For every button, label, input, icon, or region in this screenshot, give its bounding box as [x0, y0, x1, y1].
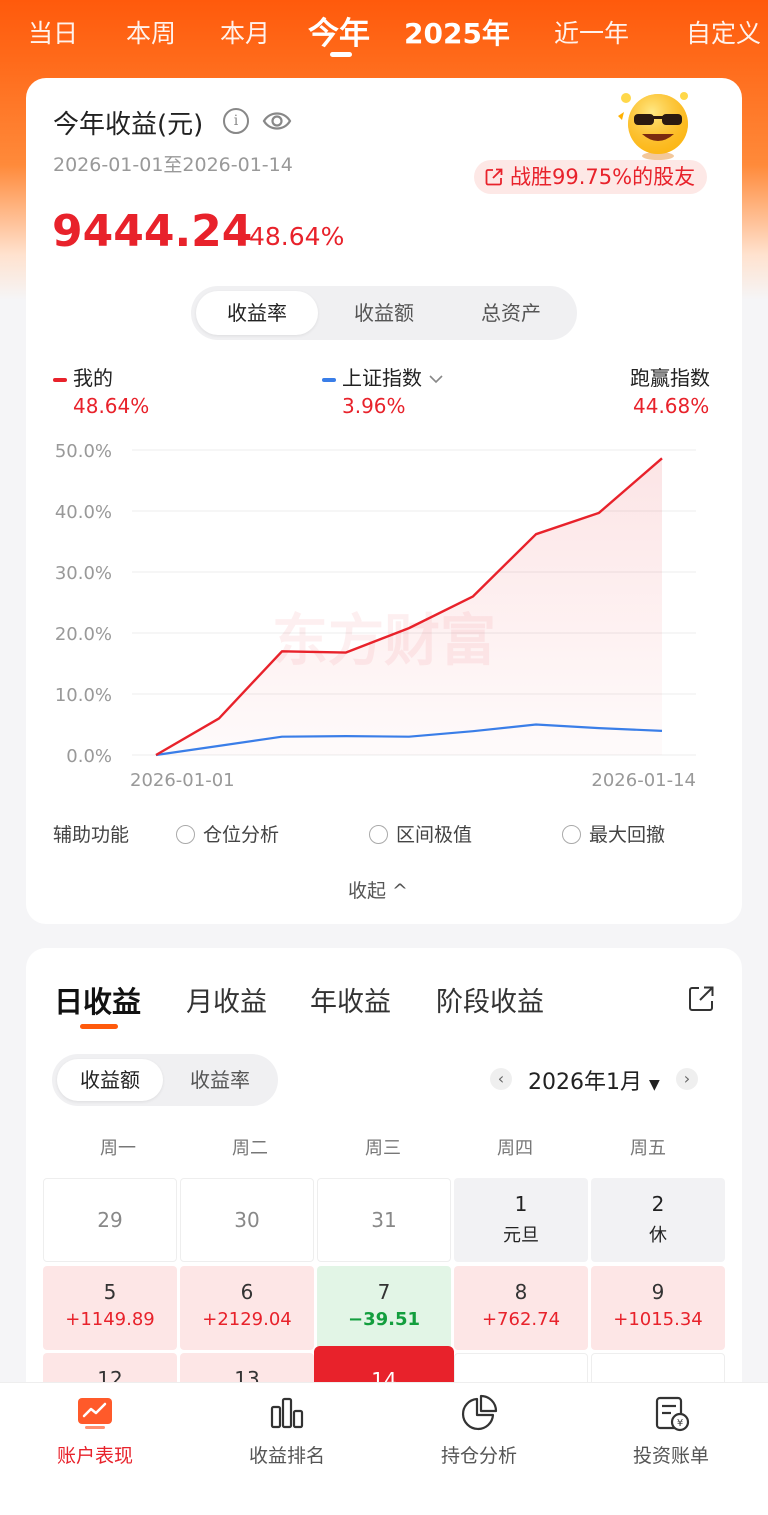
tab-custom[interactable]: 自定义: [686, 19, 762, 48]
pie-chart-icon: [461, 1394, 498, 1431]
weekday-thu: 周四: [497, 1138, 533, 1159]
nav-investment-bill[interactable]: ¥ 投资账单: [596, 1393, 746, 1468]
x-tick-label: 2026-01-01: [130, 770, 235, 791]
legend-index-value: 3.96%: [342, 394, 406, 418]
next-month-button[interactable]: ›: [676, 1068, 698, 1090]
chevron-down-icon: [429, 375, 443, 384]
nav-account-performance[interactable]: 账户表现: [20, 1393, 170, 1468]
weekday-fri: 周五: [630, 1138, 666, 1159]
month-select[interactable]: 2026年1月 ▼: [528, 1070, 660, 1095]
tab-this-year[interactable]: 今年: [308, 16, 370, 52]
summary-card: 今年收益(元) i 2026-01-01至2026-01-14 战胜99.75%…: [26, 78, 742, 924]
tab-2025[interactable]: 2025年: [404, 17, 510, 50]
tab-this-week[interactable]: 本周: [126, 19, 177, 48]
calendar-day[interactable]: 9 +1015.34: [591, 1266, 725, 1350]
prev-month-button[interactable]: ‹: [490, 1068, 512, 1090]
share-out-icon: [485, 168, 503, 186]
weekday-mon: 周一: [100, 1138, 136, 1159]
mode-total-assets[interactable]: 总资产: [481, 301, 541, 325]
svg-text:¥: ¥: [677, 1418, 683, 1429]
y-tick-label: 10.0%: [55, 685, 112, 706]
share-icon[interactable]: [686, 984, 716, 1014]
radio-circle-icon: [562, 825, 581, 844]
legend-beat-value: 44.68%: [633, 394, 710, 418]
total-income-amount: 9444.24: [52, 206, 253, 257]
series-index-line: [155, 723, 663, 757]
legend-beat: 跑赢指数: [630, 366, 710, 390]
tab-daily-income[interactable]: 日收益: [54, 985, 142, 1019]
tab-yearly-income[interactable]: 年收益: [310, 987, 391, 1018]
legend-mine-swatch: [53, 377, 67, 382]
mode-rate[interactable]: 收益率: [196, 291, 318, 335]
nav-label: 持仓分析: [440, 1445, 517, 1467]
tab-this-month[interactable]: 本月: [220, 19, 271, 48]
nav-label: 收益排名: [248, 1445, 325, 1467]
collapse-button[interactable]: 收起 ^: [348, 880, 408, 902]
period-tabs: 当日 本周 本月 今年 2025年 近一年 自定义: [0, 0, 768, 70]
radio-circle-icon: [369, 825, 388, 844]
eye-icon[interactable]: [262, 108, 292, 134]
income-mode-rate[interactable]: 收益率: [190, 1068, 250, 1092]
bar-chart-icon: [270, 1397, 304, 1429]
income-mode-amount[interactable]: 收益额: [57, 1059, 163, 1101]
calendar-day: 31: [317, 1178, 451, 1262]
calendar-day: 29: [43, 1178, 177, 1262]
calendar-day[interactable]: 7 −39.51: [317, 1266, 451, 1350]
info-icon[interactable]: i: [223, 108, 249, 134]
aux-label: 辅助功能: [53, 824, 130, 846]
nav-label: 投资账单: [632, 1445, 709, 1467]
performance-chart-icon: [78, 1398, 112, 1429]
total-income-rate: 48.64%: [249, 222, 345, 251]
income-tab-indicator: [80, 1024, 118, 1029]
calendar-day[interactable]: 1 元旦: [454, 1178, 588, 1262]
calendar-day[interactable]: 8 +762.74: [454, 1266, 588, 1350]
nav-income-ranking[interactable]: 收益排名: [212, 1393, 362, 1468]
weekday-wed: 周三: [365, 1138, 401, 1159]
date-range: 2026-01-01至2026-01-14: [53, 154, 293, 176]
aux-option-max-drawdown[interactable]: 最大回撤: [562, 820, 665, 847]
radio-circle-icon: [176, 825, 195, 844]
rank-badge[interactable]: 战胜99.75%的股友: [474, 160, 708, 194]
calendar-day[interactable]: 5 +1149.89: [43, 1266, 177, 1350]
nav-label: 账户表现: [56, 1445, 133, 1467]
mode-amount[interactable]: 收益额: [354, 301, 414, 325]
x-tick-label: 2026-01-14: [591, 770, 696, 791]
mascot-emoji-icon: [618, 92, 688, 160]
legend-mine-value: 48.64%: [73, 394, 150, 418]
income-rate-chart[interactable]: 50.0%40.0%30.0%20.0%10.0%0.0%东方财富2026-01…: [26, 428, 742, 808]
income-mode-switch: 收益额 收益率: [52, 1054, 278, 1106]
calendar-day: 30: [180, 1178, 314, 1262]
aux-option-position[interactable]: 仓位分析: [176, 820, 279, 847]
series-mine-area: [156, 458, 662, 755]
tab-monthly-income[interactable]: 月收益: [186, 987, 267, 1018]
bottom-navigation: 账户表现 收益排名 持仓分析 ¥ 投资账单: [0, 1382, 768, 1515]
y-tick-label: 50.0%: [55, 441, 112, 462]
summary-title: 今年收益(元): [53, 110, 204, 140]
legend-mine: 我的: [53, 362, 113, 391]
nav-holding-analysis[interactable]: 持仓分析: [404, 1393, 554, 1468]
legend-index[interactable]: 上证指数: [322, 362, 444, 391]
bill-icon: ¥: [655, 1396, 690, 1432]
calendar-day[interactable]: 6 +2129.04: [180, 1266, 314, 1350]
rank-text: 战胜99.75%的股友: [510, 165, 696, 189]
chart-mode-switch: 收益率 收益额 总资产: [191, 286, 577, 340]
tab-last-year[interactable]: 近一年: [554, 19, 630, 48]
aux-option-range-extreme[interactable]: 区间极值: [369, 820, 472, 847]
y-tick-label: 20.0%: [55, 624, 112, 645]
y-tick-label: 40.0%: [55, 502, 112, 523]
legend-index-swatch: [322, 377, 336, 382]
y-tick-label: 0.0%: [66, 746, 112, 767]
weekday-tue: 周二: [232, 1138, 268, 1159]
y-tick-label: 30.0%: [55, 563, 112, 584]
tab-period-income[interactable]: 阶段收益: [436, 987, 544, 1018]
tab-active-indicator: [330, 52, 352, 57]
tab-today[interactable]: 当日: [28, 19, 79, 48]
series-mine-line: [155, 457, 663, 757]
